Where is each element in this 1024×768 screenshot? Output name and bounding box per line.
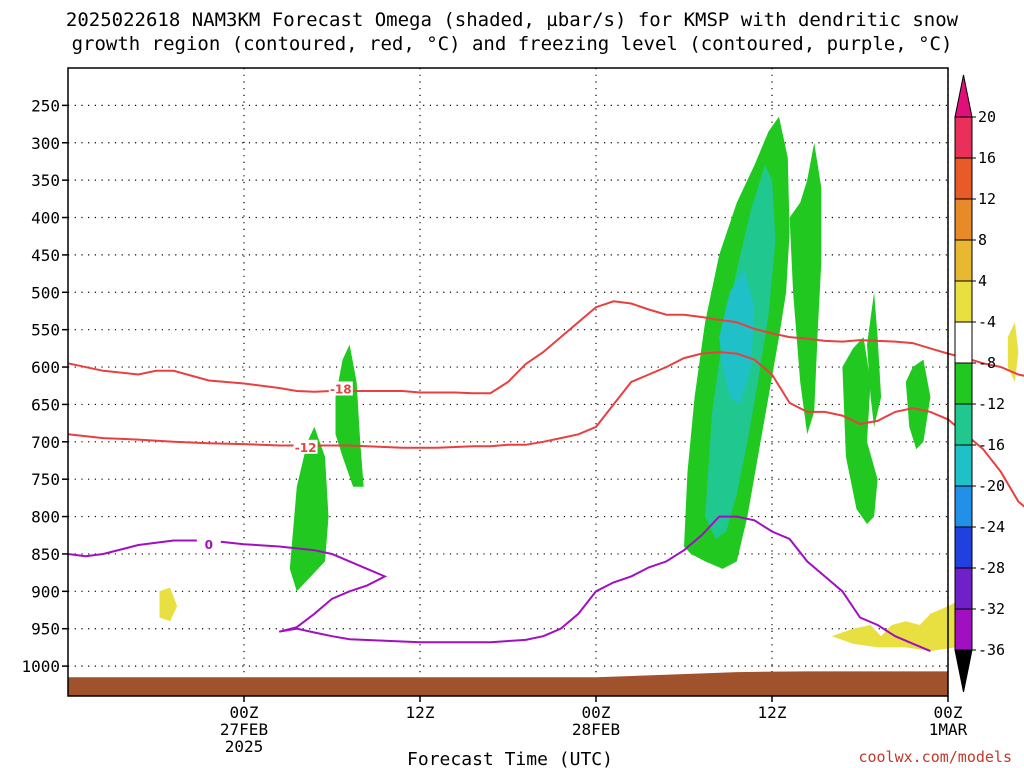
y-tick-label: 450 (31, 246, 60, 265)
colorbar-label: -28 (978, 559, 1005, 577)
colorbar-swatch (954, 608, 973, 651)
colorbar-label: 4 (978, 272, 987, 290)
contour-line (67, 515, 931, 653)
colorbar-swatch (954, 198, 973, 241)
colorbar: 20 16 12 8 4 -4 -8 -12 -16 -20 -24 -28 -32 -36 (954, 74, 1005, 693)
colorbar-swatch (954, 280, 973, 323)
contour-label: -18 (330, 382, 352, 396)
colorbar-swatch (954, 239, 973, 282)
colorbar-swatch (954, 362, 973, 405)
omega-region (1007, 322, 1019, 382)
x-tick-label: 28FEB (572, 720, 620, 739)
colorbar-swatch (954, 116, 973, 159)
x-axis-label: Forecast Time (UTC) (407, 749, 613, 768)
y-tick-label: 300 (31, 134, 60, 153)
contour-lines: -18 -12 0 (67, 300, 1024, 653)
terrain (68, 671, 948, 696)
y-tick-label: 750 (31, 470, 60, 489)
colorbar-swatch (954, 444, 973, 487)
x-tick-label: 00Z (582, 703, 611, 722)
y-tick-label: 600 (31, 358, 60, 377)
colorbar-label: -16 (978, 436, 1005, 454)
colorbar-swatch (954, 485, 973, 528)
y-tick-label: 350 (31, 171, 60, 190)
contour-label-bg (328, 381, 353, 396)
colorbar-label: -20 (978, 477, 1005, 495)
chart-title-line1: 2025022618 NAM3KM Forecast Omega (shaded… (66, 9, 959, 31)
omega-region (831, 598, 966, 652)
omega-region (719, 269, 755, 405)
colorbar-label: -32 (978, 600, 1005, 618)
y-tick-label: 400 (31, 209, 60, 228)
terrain-fill (68, 671, 948, 696)
contour-label: 0 (205, 538, 213, 552)
x-tick-label: 00Z (230, 703, 259, 722)
colorbar-label: -36 (978, 641, 1005, 659)
x-tick-label: 1MAR (929, 720, 968, 739)
x-tick-label: 2025 (225, 737, 264, 756)
x-tick-label: 12Z (406, 703, 435, 722)
colorbar-label: 20 (978, 108, 996, 126)
omega-region (905, 359, 931, 450)
colorbar-label: 16 (978, 149, 996, 167)
omega-region (789, 142, 822, 435)
y-tick-label: 500 (31, 283, 60, 302)
colorbar-top-arrow (954, 74, 973, 118)
colorbar-label: -12 (978, 395, 1005, 413)
y-tick-label: 900 (31, 582, 60, 601)
y-tick-label: 700 (31, 433, 60, 452)
colorbar-swatch (954, 157, 973, 200)
y-tick-label: 950 (31, 620, 60, 639)
colorbar-label: 12 (978, 190, 996, 208)
contour-line (67, 300, 1024, 395)
x-tick-label: 12Z (758, 703, 787, 722)
colorbar-swatch (954, 526, 973, 569)
colorbar-bottom-arrow (954, 649, 973, 693)
y-tick-label: 1000 (21, 657, 60, 676)
y-tick-label: 650 (31, 395, 60, 414)
contour-line (67, 351, 1024, 508)
colorbar-swatch (954, 321, 973, 364)
x-tick-label: 00Z (934, 703, 963, 722)
omega-region (159, 587, 178, 622)
contour-label-bg (196, 536, 221, 551)
y-tick-label: 800 (31, 508, 60, 527)
y-axis-ticks: 250 300 350 400 450 500 550 600 650 700 750 800 850 9… (21, 96, 68, 676)
colorbar-swatch (954, 567, 973, 610)
contour-label: -12 (295, 441, 317, 455)
plot-frame (67, 67, 949, 697)
omega-region (867, 292, 882, 427)
colorbar-label: -24 (978, 518, 1005, 536)
y-tick-label: 250 (31, 96, 60, 115)
colorbar-label: 8 (978, 231, 987, 249)
y-tick-label: 850 (31, 545, 60, 564)
x-tick-label: 27FEB (220, 720, 268, 739)
contour-label-bg (293, 439, 318, 454)
colorbar-swatch (954, 403, 973, 446)
omega-region (335, 344, 364, 487)
chart-title-line2: growth region (contoured, red, °C) and f… (72, 33, 953, 55)
omega-region (842, 337, 878, 524)
omega-shaded-regions (159, 116, 1019, 652)
colorbar-label: -4 (978, 313, 996, 331)
y-tick-label: 550 (31, 321, 60, 340)
colorbar-label: -8 (978, 354, 996, 372)
credit-text: coolwx.com/models (858, 748, 1012, 766)
